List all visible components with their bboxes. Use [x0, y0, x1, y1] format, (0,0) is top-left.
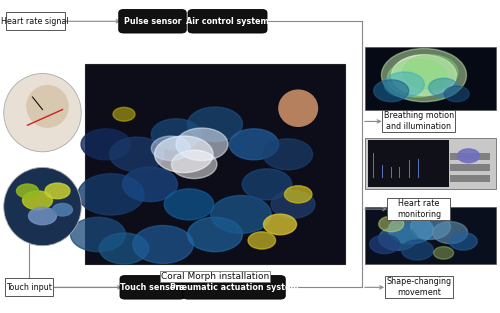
Circle shape — [154, 136, 213, 173]
Circle shape — [176, 128, 228, 161]
Circle shape — [403, 55, 458, 89]
FancyBboxPatch shape — [183, 276, 285, 299]
Circle shape — [402, 240, 434, 260]
Circle shape — [122, 167, 178, 202]
Circle shape — [444, 86, 469, 102]
Text: Pulse sensor: Pulse sensor — [124, 17, 182, 26]
Circle shape — [164, 189, 214, 220]
Circle shape — [382, 49, 466, 102]
Circle shape — [374, 80, 408, 102]
Circle shape — [379, 227, 417, 250]
Circle shape — [264, 214, 296, 235]
Circle shape — [99, 233, 149, 264]
Circle shape — [151, 119, 201, 150]
FancyBboxPatch shape — [385, 276, 453, 298]
Circle shape — [388, 59, 448, 97]
Circle shape — [271, 191, 315, 218]
Ellipse shape — [278, 90, 318, 127]
FancyBboxPatch shape — [365, 207, 496, 264]
Text: Touch sensors: Touch sensors — [120, 283, 184, 292]
FancyBboxPatch shape — [368, 140, 448, 187]
FancyBboxPatch shape — [365, 47, 496, 110]
Circle shape — [81, 129, 130, 160]
Circle shape — [16, 184, 38, 198]
Circle shape — [172, 150, 217, 178]
Circle shape — [188, 107, 242, 141]
Text: Air control system: Air control system — [186, 17, 269, 26]
Circle shape — [28, 207, 56, 225]
Circle shape — [428, 78, 458, 97]
Circle shape — [384, 72, 424, 97]
Circle shape — [263, 139, 312, 170]
FancyBboxPatch shape — [450, 153, 490, 160]
Circle shape — [110, 137, 164, 172]
Ellipse shape — [26, 85, 69, 128]
Text: Breathing motion
and illumination: Breathing motion and illumination — [384, 111, 454, 131]
Circle shape — [284, 186, 312, 203]
Circle shape — [133, 225, 193, 264]
Text: Touch input: Touch input — [6, 283, 52, 292]
Circle shape — [70, 217, 126, 252]
Circle shape — [248, 232, 276, 249]
Circle shape — [370, 235, 400, 254]
Circle shape — [52, 203, 72, 216]
FancyBboxPatch shape — [188, 9, 267, 33]
FancyBboxPatch shape — [450, 164, 490, 171]
Circle shape — [410, 214, 451, 239]
FancyBboxPatch shape — [365, 138, 496, 189]
Ellipse shape — [4, 167, 81, 246]
Circle shape — [432, 222, 468, 244]
Circle shape — [458, 149, 479, 163]
Circle shape — [434, 247, 454, 259]
Text: Coral Morph installation: Coral Morph installation — [161, 272, 269, 281]
Circle shape — [229, 129, 279, 160]
FancyBboxPatch shape — [85, 64, 345, 264]
FancyBboxPatch shape — [6, 12, 64, 30]
Circle shape — [152, 136, 190, 161]
Circle shape — [113, 107, 135, 121]
Text: Heart rate signal: Heart rate signal — [1, 17, 69, 26]
FancyBboxPatch shape — [388, 198, 450, 220]
FancyBboxPatch shape — [5, 278, 53, 296]
Circle shape — [242, 169, 292, 200]
FancyBboxPatch shape — [119, 9, 186, 33]
Circle shape — [22, 191, 52, 210]
Circle shape — [188, 217, 242, 252]
FancyBboxPatch shape — [382, 110, 456, 132]
Circle shape — [211, 195, 271, 233]
Circle shape — [378, 216, 404, 232]
Circle shape — [45, 183, 70, 199]
Circle shape — [392, 55, 456, 95]
Circle shape — [449, 233, 477, 250]
Circle shape — [388, 216, 434, 244]
Text: Shape-changing
movement: Shape-changing movement — [386, 277, 452, 297]
Text: Heart rate
monitoring: Heart rate monitoring — [397, 199, 441, 219]
Text: Pneumatic actuation system: Pneumatic actuation system — [170, 283, 298, 292]
Ellipse shape — [4, 74, 81, 152]
FancyBboxPatch shape — [120, 276, 185, 299]
Circle shape — [78, 174, 144, 215]
FancyBboxPatch shape — [450, 175, 490, 182]
